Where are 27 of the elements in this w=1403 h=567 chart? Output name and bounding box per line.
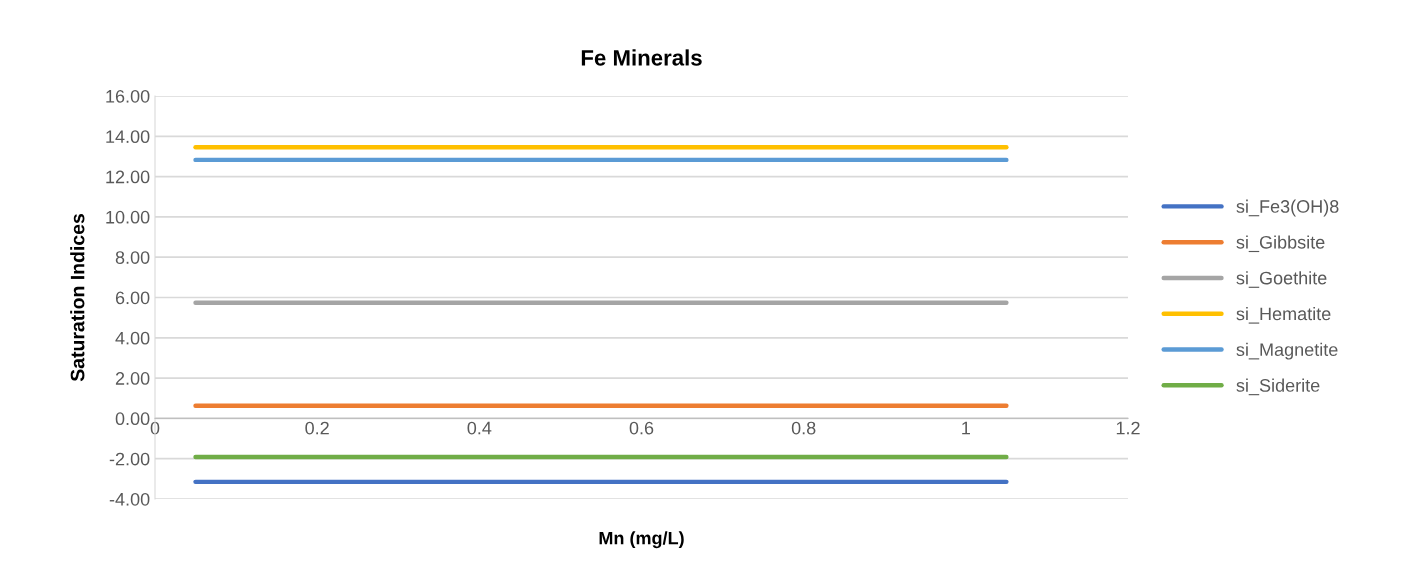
y-tick-label: 6.00 bbox=[115, 291, 150, 305]
y-tick-label: -4.00 bbox=[109, 492, 150, 506]
x-tick-label: 0.4 bbox=[467, 421, 492, 435]
legend-label: si_Fe3(OH)8 bbox=[1236, 199, 1339, 217]
legend-label: si_Goethite bbox=[1236, 271, 1327, 288]
x-tick-label: 0.2 bbox=[305, 421, 329, 435]
legend-label: si_Gibbsite bbox=[1236, 235, 1325, 253]
legend-label: si_Hematite bbox=[1236, 306, 1331, 324]
y-tick-label: 10.00 bbox=[106, 210, 150, 224]
y-tick-label: 8.00 bbox=[115, 251, 150, 264]
x-axis-title: Mn (mg/L) bbox=[599, 531, 684, 549]
y-tick-label: -2.00 bbox=[109, 452, 150, 466]
x-tick-label: 1.2 bbox=[1116, 421, 1140, 435]
y-tick-label: 16.00 bbox=[106, 89, 150, 103]
x-tick-label: 1 bbox=[962, 421, 970, 435]
y-tick-label: 14.00 bbox=[106, 130, 150, 144]
y-tick-label: 12.00 bbox=[106, 170, 150, 184]
chart-title: Fe Minerals bbox=[581, 49, 702, 66]
legend-label: si_Siderite bbox=[1236, 378, 1320, 396]
legend-label: si_Magnetite bbox=[1236, 342, 1338, 360]
y-tick-label: 2.00 bbox=[115, 372, 150, 385]
x-tick-label: 0.6 bbox=[629, 421, 654, 435]
x-tick-label: 0.8 bbox=[791, 421, 816, 435]
x-tick-label: 0 bbox=[150, 421, 160, 435]
y-tick-label: 0.00 bbox=[115, 412, 150, 426]
y-tick-label: 4.00 bbox=[115, 331, 150, 345]
y-axis-title: Saturation Indices bbox=[70, 214, 85, 382]
